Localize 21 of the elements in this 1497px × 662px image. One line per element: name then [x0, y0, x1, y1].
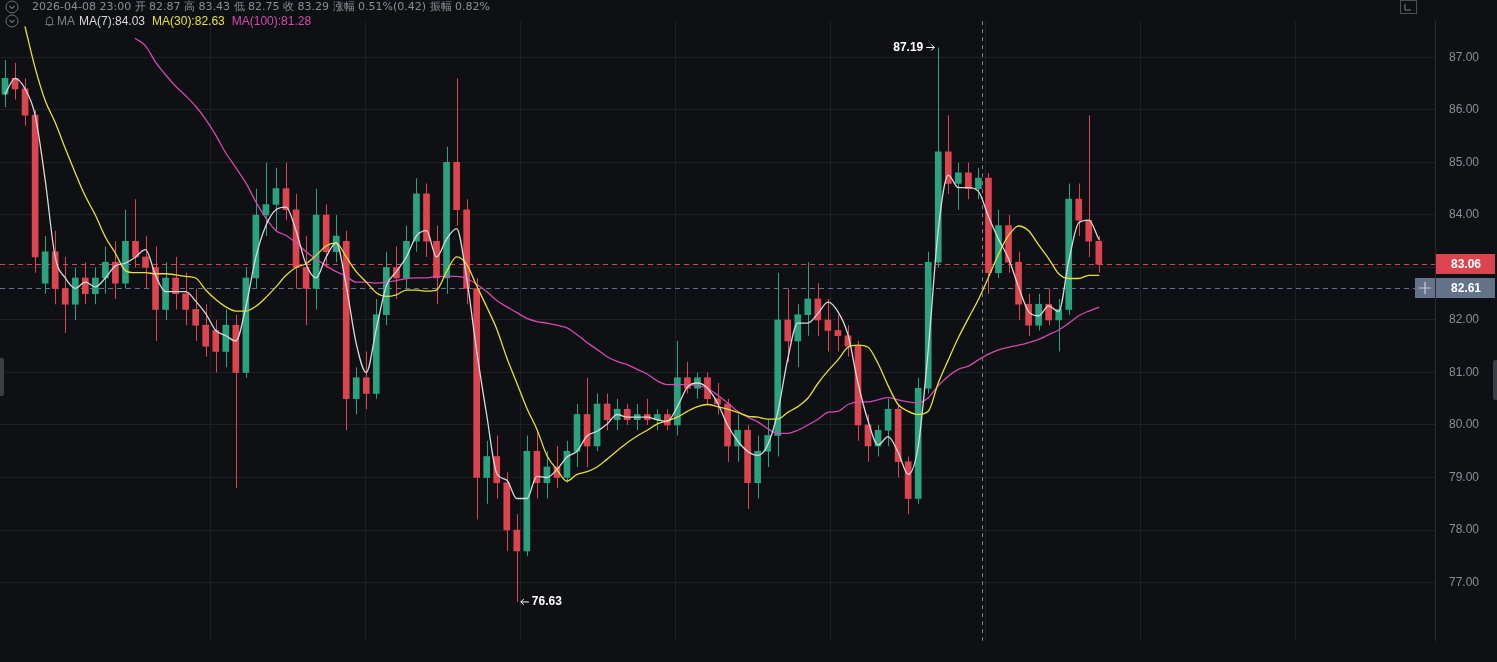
ref-line-label: 82.61: [1450, 280, 1482, 295]
text: MA(100):81.28: [231, 14, 312, 28]
ref-line-label: 83.06: [1450, 257, 1482, 272]
y-tick-label: 78.00: [1449, 522, 1480, 537]
y-tick-label: 81.00: [1449, 364, 1480, 379]
y-tick-label: 82.00: [1449, 312, 1480, 327]
legend-title: MA: [57, 14, 75, 28]
line-series: [134, 37, 1100, 435]
y-tick-label: 77.00: [1449, 574, 1480, 589]
y-tick-label: 86.00: [1449, 102, 1480, 117]
y-tick-label: 79.00: [1449, 469, 1480, 484]
annotation: 87.19: [893, 39, 924, 54]
text: MA(30):82.63: [152, 14, 225, 28]
y-tick-label: 84.00: [1449, 207, 1480, 222]
annotation: 76.63: [531, 594, 563, 609]
y-tick-label: 87.00: [1449, 49, 1480, 64]
text: MA(7):84.03: [79, 14, 146, 28]
chart-title: 2026-04-08 23:00 开 82.87 高 83.43 低 82.75 收 83.29 涨幅 0.51%(0.42) 振幅 0.82%: [32, 0, 491, 13]
line-series: [24, 26, 1100, 482]
y-tick-label: 85.00: [1449, 154, 1480, 169]
y-tick-label: 80.00: [1449, 417, 1480, 432]
